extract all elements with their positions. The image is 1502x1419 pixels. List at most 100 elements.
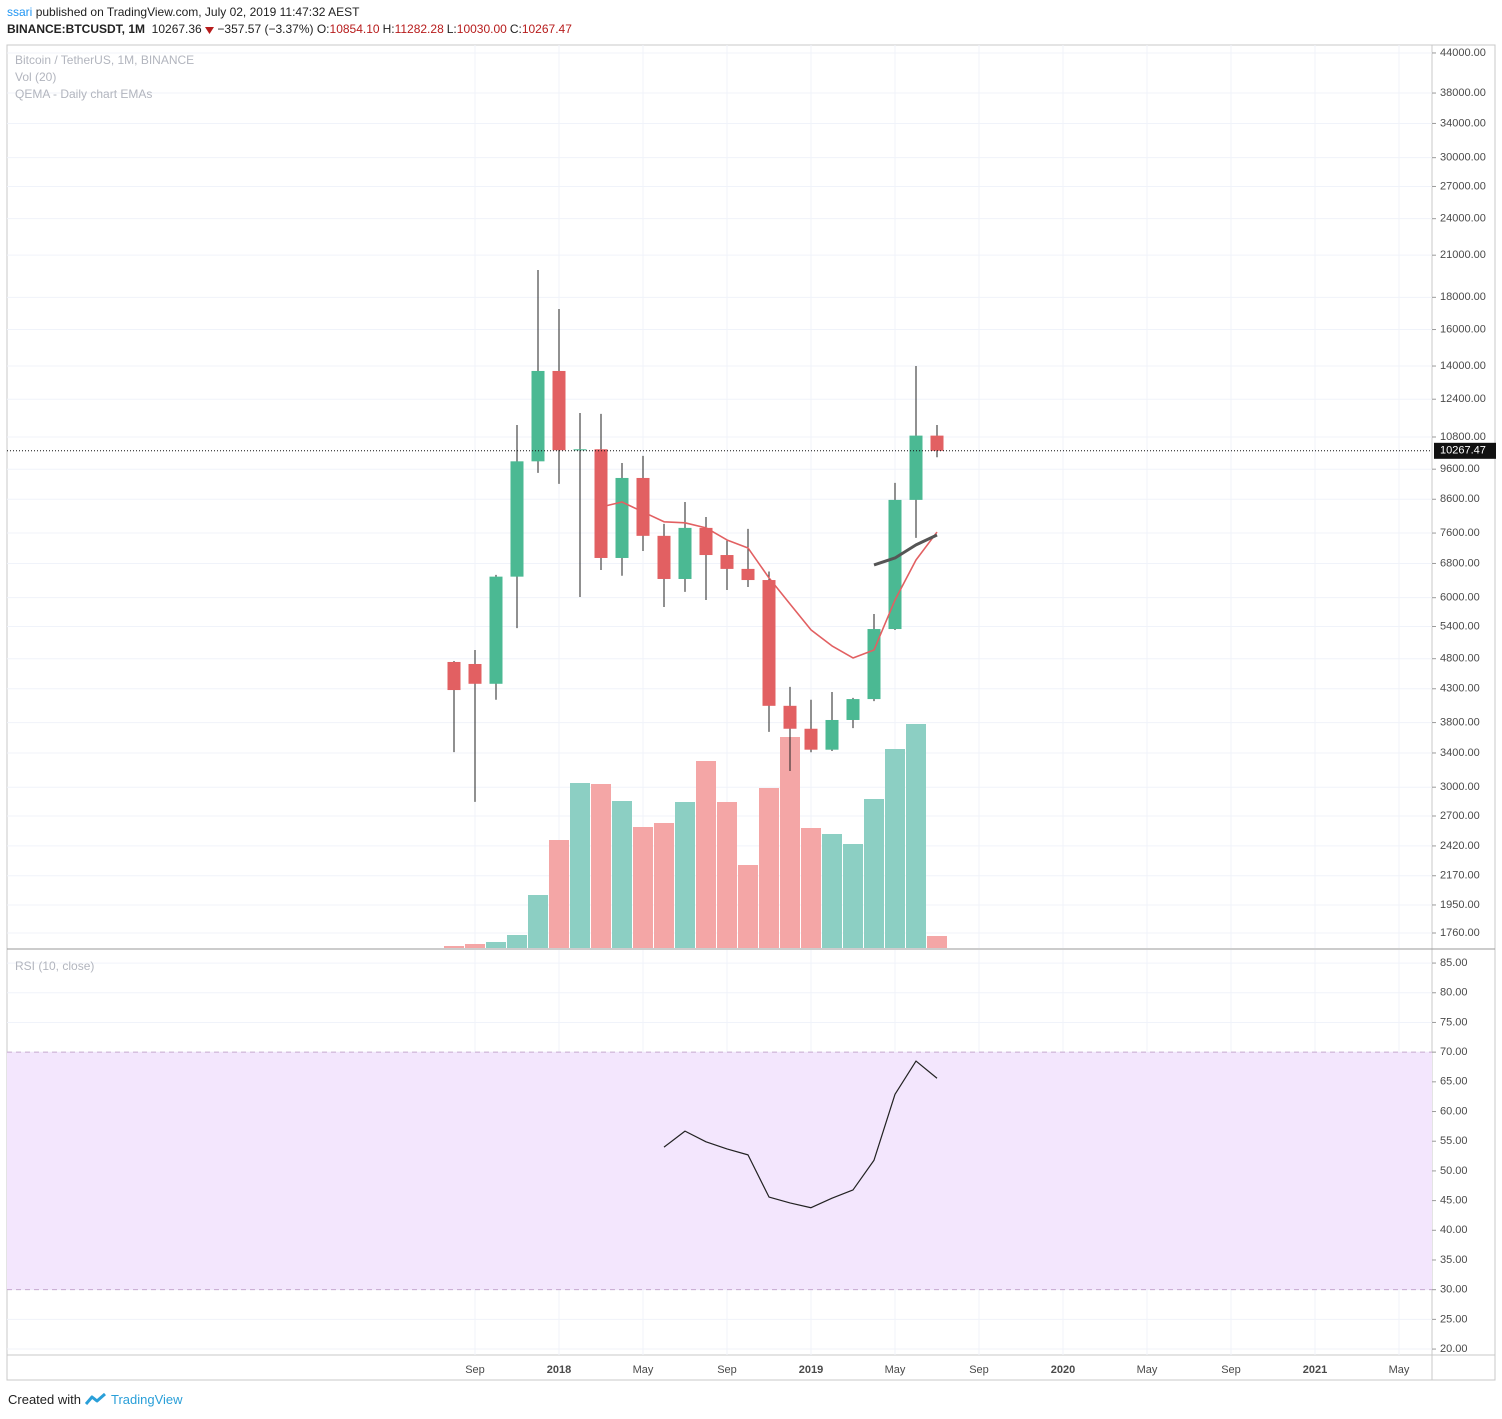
y-tick-label: 3800.00: [1440, 716, 1480, 728]
y-tick-label: 44000.00: [1440, 47, 1486, 59]
volume-bar: [906, 724, 926, 948]
volume-bar: [843, 844, 863, 948]
y-tick-label: 27000.00: [1440, 180, 1486, 192]
y-tick-label: 25.00: [1440, 1313, 1468, 1325]
axes: 44000.00 38000.00 34000.00 30000.00 27000.00…: [7, 47, 1496, 1376]
volume-bar: [738, 865, 758, 948]
ohlc-value: 10267.47: [521, 22, 572, 36]
y-tick-label: 7600.00: [1440, 527, 1480, 539]
volume-title: Vol (20): [15, 70, 56, 84]
y-tick-label: 75.00: [1440, 1016, 1468, 1028]
y-tick-label: 2420.00: [1440, 840, 1480, 852]
y-tick-label: 35.00: [1440, 1254, 1468, 1266]
candle-body: [867, 629, 881, 700]
lines: [600, 501, 938, 1209]
x-tick-label: 2020: [1051, 1364, 1075, 1376]
candle-body: [468, 663, 482, 684]
y-tick-label: 18000.00: [1440, 291, 1486, 303]
y-tick-label: 21000.00: [1440, 249, 1486, 261]
x-tick-label: May: [885, 1364, 906, 1376]
candle-body: [573, 449, 587, 451]
x-tick-label: May: [633, 1364, 654, 1376]
y-tick-label: 2170.00: [1440, 870, 1480, 882]
volume-bar: [927, 936, 947, 948]
x-tick-label: Sep: [717, 1364, 737, 1376]
volume-bar: [885, 749, 905, 948]
x-tick-label: 2019: [799, 1364, 823, 1376]
y-tick-label: 10800.00: [1440, 431, 1486, 443]
volume-bar: [444, 946, 464, 948]
publish-line: ssari published on TradingView.com, July…: [7, 4, 575, 21]
volume-bar: [528, 895, 548, 948]
candle-body: [720, 555, 734, 569]
ema-line: [600, 501, 938, 659]
quote-line: BINANCE:BTCUSDT, 1M 10267.36 −357.57 (−3…: [7, 21, 575, 38]
volume-bar: [801, 828, 821, 948]
y-tick-label: 20.00: [1440, 1343, 1468, 1355]
candle-body: [888, 499, 902, 630]
x-tick-label: Sep: [969, 1364, 989, 1376]
ema-line: [873, 533, 938, 567]
y-tick-label: 6800.00: [1440, 557, 1480, 569]
volume-bar: [675, 802, 695, 948]
y-tick-label: 1950.00: [1440, 899, 1480, 911]
y-tick-label: 9600.00: [1440, 463, 1480, 475]
symbol: BINANCE:BTCUSDT, 1M: [7, 22, 145, 36]
candle-body: [594, 449, 608, 558]
candle-body: [447, 661, 461, 691]
y-tick-label: 1760.00: [1440, 927, 1480, 939]
candle-body: [762, 580, 776, 706]
published: published on TradingView.com, July 02, 2…: [35, 5, 360, 19]
volume-bar: [696, 761, 716, 948]
volume-bar: [570, 783, 590, 948]
logo: [84, 1392, 106, 1405]
volume-bar: [654, 823, 674, 948]
candle-body: [699, 527, 713, 556]
candle-body: [909, 435, 923, 500]
volume-bar: [633, 827, 653, 948]
candle-body: [615, 477, 629, 558]
down-arrow: [205, 26, 215, 34]
y-tick-label: 2700.00: [1440, 810, 1480, 822]
candle-body: [636, 477, 650, 536]
candle-body: [657, 535, 671, 579]
publisher[interactable]: ssari: [7, 5, 33, 19]
y-tick-label: 3400.00: [1440, 747, 1480, 759]
footer: Created with TradingView: [8, 1392, 183, 1407]
price: 10267.36: [151, 22, 202, 36]
y-tick-label: 6000.00: [1440, 592, 1480, 604]
y-tick-label: 5400.00: [1440, 620, 1480, 632]
y-tick-label: 14000.00: [1440, 360, 1486, 372]
volume-bar: [465, 944, 485, 948]
ohlc-key: L:: [446, 22, 457, 36]
ohlc-key: O:: [316, 22, 330, 36]
y-tick-label: 34000.00: [1440, 117, 1486, 129]
candle-body: [825, 719, 839, 750]
volume-bar: [549, 840, 569, 948]
y-tick-label: 12400.00: [1440, 393, 1486, 405]
footer-brand[interactable]: TradingView: [110, 1392, 183, 1407]
x-tick-label: May: [1137, 1364, 1158, 1376]
volume-bar: [612, 801, 632, 948]
chart: 44000.00 38000.00 34000.00 30000.00 27000.00…: [6, 44, 1496, 1381]
y-tick-label: 85.00: [1440, 957, 1468, 969]
volume-bar: [822, 834, 842, 948]
last-price-box: [1434, 442, 1496, 459]
x-tick-label: 2018: [547, 1364, 571, 1376]
y-tick-label: 70.00: [1440, 1046, 1468, 1058]
x-tick-label: May: [1389, 1364, 1410, 1376]
candle-body: [783, 705, 797, 729]
ohlc-value: 10030.00: [456, 22, 507, 36]
rsi-band-fill: [7, 1052, 1432, 1290]
candle-body: [489, 576, 503, 684]
ohlc-key: H:: [382, 22, 395, 36]
y-tick-label: 60.00: [1440, 1105, 1468, 1117]
y-tick-label: 24000.00: [1440, 213, 1486, 225]
rsi-title: RSI (10, close): [15, 959, 94, 973]
candle-body: [804, 728, 818, 750]
candle-body: [930, 435, 944, 451]
y-tick-label: 80.00: [1440, 987, 1468, 999]
candle-body: [741, 568, 755, 581]
rsi-band: [7, 1051, 1432, 1291]
